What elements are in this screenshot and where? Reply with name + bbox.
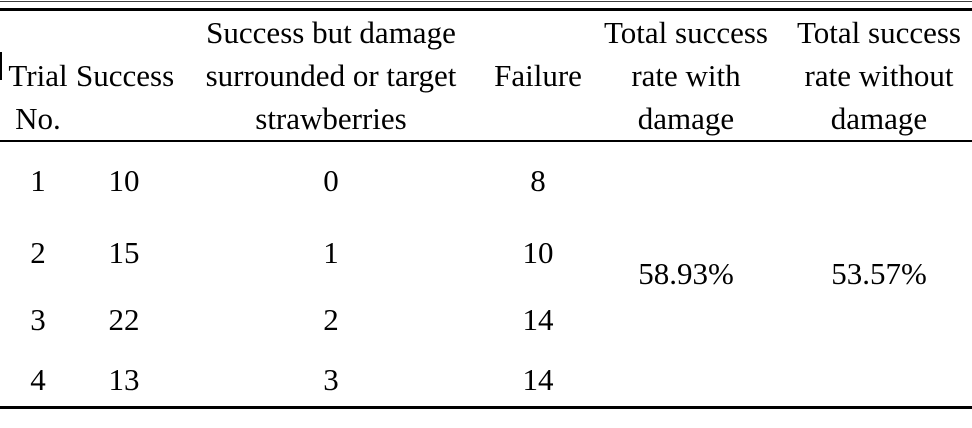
header-failure: Failure (490, 9, 586, 142)
cell-failure: 8 (530, 163, 546, 198)
header-success: Success (76, 9, 175, 142)
cell-success: 13 (108, 361, 140, 397)
table-row: 3 22 2 14 (0, 285, 972, 353)
header-rate-with-damage: Total success rate with damage (586, 9, 786, 142)
cell-trial-no: 3 (30, 301, 46, 337)
cell-damage: 2 (323, 301, 339, 337)
table-row: 1 10 0 8 58.93% 53.57% (0, 141, 972, 291)
cell-total-rate-with-damage: 58.93% (638, 256, 734, 292)
cell-damage: 3 (323, 361, 339, 397)
cell-trial-no: 2 (30, 234, 46, 270)
cell-success: 15 (108, 234, 140, 270)
header-trial-no-label: Trial No. (8, 58, 68, 136)
header-rate-without-damage-label: Total success rate without damage (797, 15, 961, 136)
header-failure-label: Failure (494, 58, 582, 93)
header-rate-with-damage-label: Total success rate with damage (604, 15, 768, 136)
header-success-label: Success (76, 58, 175, 93)
cell-success: 22 (108, 301, 140, 337)
cell-failure: 14 (522, 361, 554, 397)
header-success-but-damage: Success but damage surrounded or target … (172, 9, 490, 142)
table-body: 1 10 0 8 58.93% 53.57% 2 15 1 10 3 22 2 … (0, 141, 972, 407)
table-row: 2 15 1 10 (0, 219, 972, 285)
table-row: 4 13 3 14 (0, 353, 972, 407)
results-table: Trial No. Success Success but damage sur… (0, 8, 972, 409)
cell-trial-no: 4 (30, 361, 46, 397)
cell-damage: 0 (323, 163, 339, 198)
cell-success: 10 (108, 163, 140, 198)
header-rate-without-damage: Total success rate without damage (786, 9, 972, 142)
cell-failure: 14 (522, 301, 554, 337)
table-header: Trial No. Success Success but damage sur… (0, 9, 972, 142)
header-row: Trial No. Success Success but damage sur… (0, 9, 972, 142)
cell-total-rate-without-damage: 53.57% (831, 256, 927, 292)
header-success-but-damage-label: Success but damage surrounded or target … (205, 15, 457, 136)
cell-trial-no: 1 (30, 163, 46, 198)
top-thin-rule (0, 1, 972, 2)
header-trial-no: Trial No. (0, 9, 76, 142)
cell-failure: 10 (522, 234, 554, 270)
cell-damage: 1 (323, 234, 339, 270)
